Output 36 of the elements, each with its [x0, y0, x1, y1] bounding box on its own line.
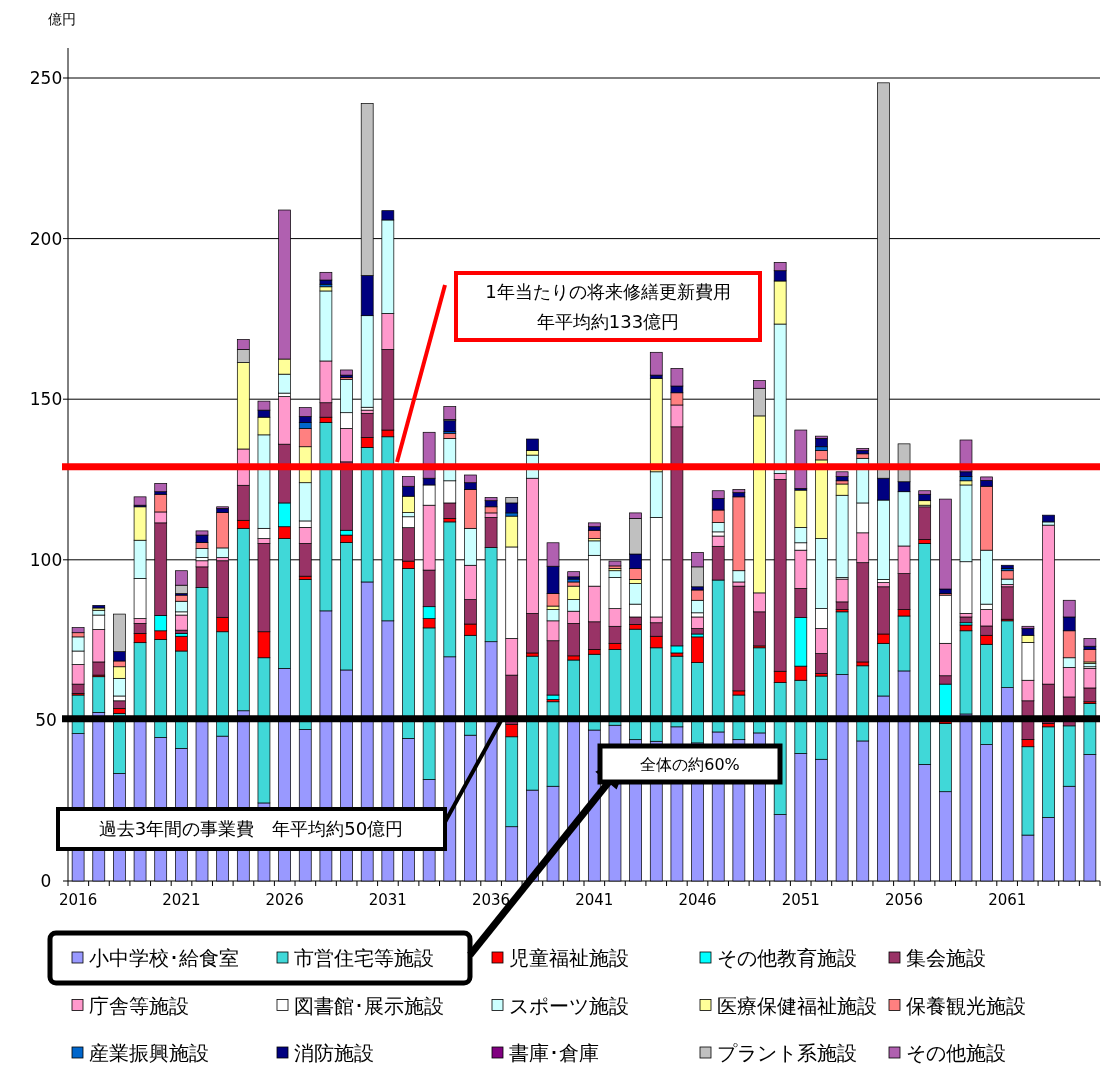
y-tick-label: 150 [29, 389, 63, 410]
y-tick-label: 250 [29, 67, 63, 88]
legend-label: 庁舎等施設 [89, 993, 189, 1018]
x-tick-label: 2061 [988, 891, 1027, 909]
x-tick-label: 2056 [884, 891, 924, 909]
y-tick-label: 0 [40, 870, 52, 891]
legend-label: プラント系施設 [717, 1041, 857, 1065]
legend-label: 市営住宅等施設 [294, 946, 434, 970]
legend-label: その他教育施設 [717, 946, 857, 970]
annotation: 1年当たりの将来修繕更新費用 [485, 281, 731, 303]
legend-label: その他施設 [906, 1041, 1006, 1065]
legend-label: 医療保健福祉施設 [717, 993, 877, 1018]
x-tick-label: 2026 [265, 891, 304, 909]
x-tick-label: 2036 [471, 891, 511, 909]
legend-label: 小中学校･給食室 [89, 946, 239, 970]
x-tick-label: 2041 [575, 891, 614, 909]
y-axis-title: 億円 [48, 11, 76, 27]
legend-label: 図書館･展示施設 [294, 993, 444, 1018]
x-tick-label: 2051 [781, 891, 820, 909]
y-tick-label: 50 [35, 710, 57, 731]
x-tick-label: 2016 [59, 891, 98, 909]
legend-label: 集会施設 [906, 946, 986, 970]
annotation: 全体の約60% [640, 754, 740, 774]
x-tick-label: 2031 [368, 891, 407, 909]
legend-label: 児童福祉施設 [509, 946, 629, 970]
annotation: 過去3年間の事業費 年平均約50億円 [98, 818, 404, 840]
x-tick-label: 2046 [678, 891, 717, 909]
legend-label: スポーツ施設 [509, 993, 629, 1018]
y-tick-label: 100 [29, 549, 63, 570]
legend-label: 消防施設 [294, 1041, 374, 1065]
legend-label: 書庫･倉庫 [509, 1041, 599, 1065]
annotation: 年平均約133億円 [536, 311, 680, 333]
y-tick-label: 200 [29, 228, 63, 249]
x-tick-label: 2021 [162, 891, 201, 909]
legend-label: 保養観光施設 [906, 993, 1026, 1018]
legend-label: 産業振興施設 [89, 1041, 209, 1065]
